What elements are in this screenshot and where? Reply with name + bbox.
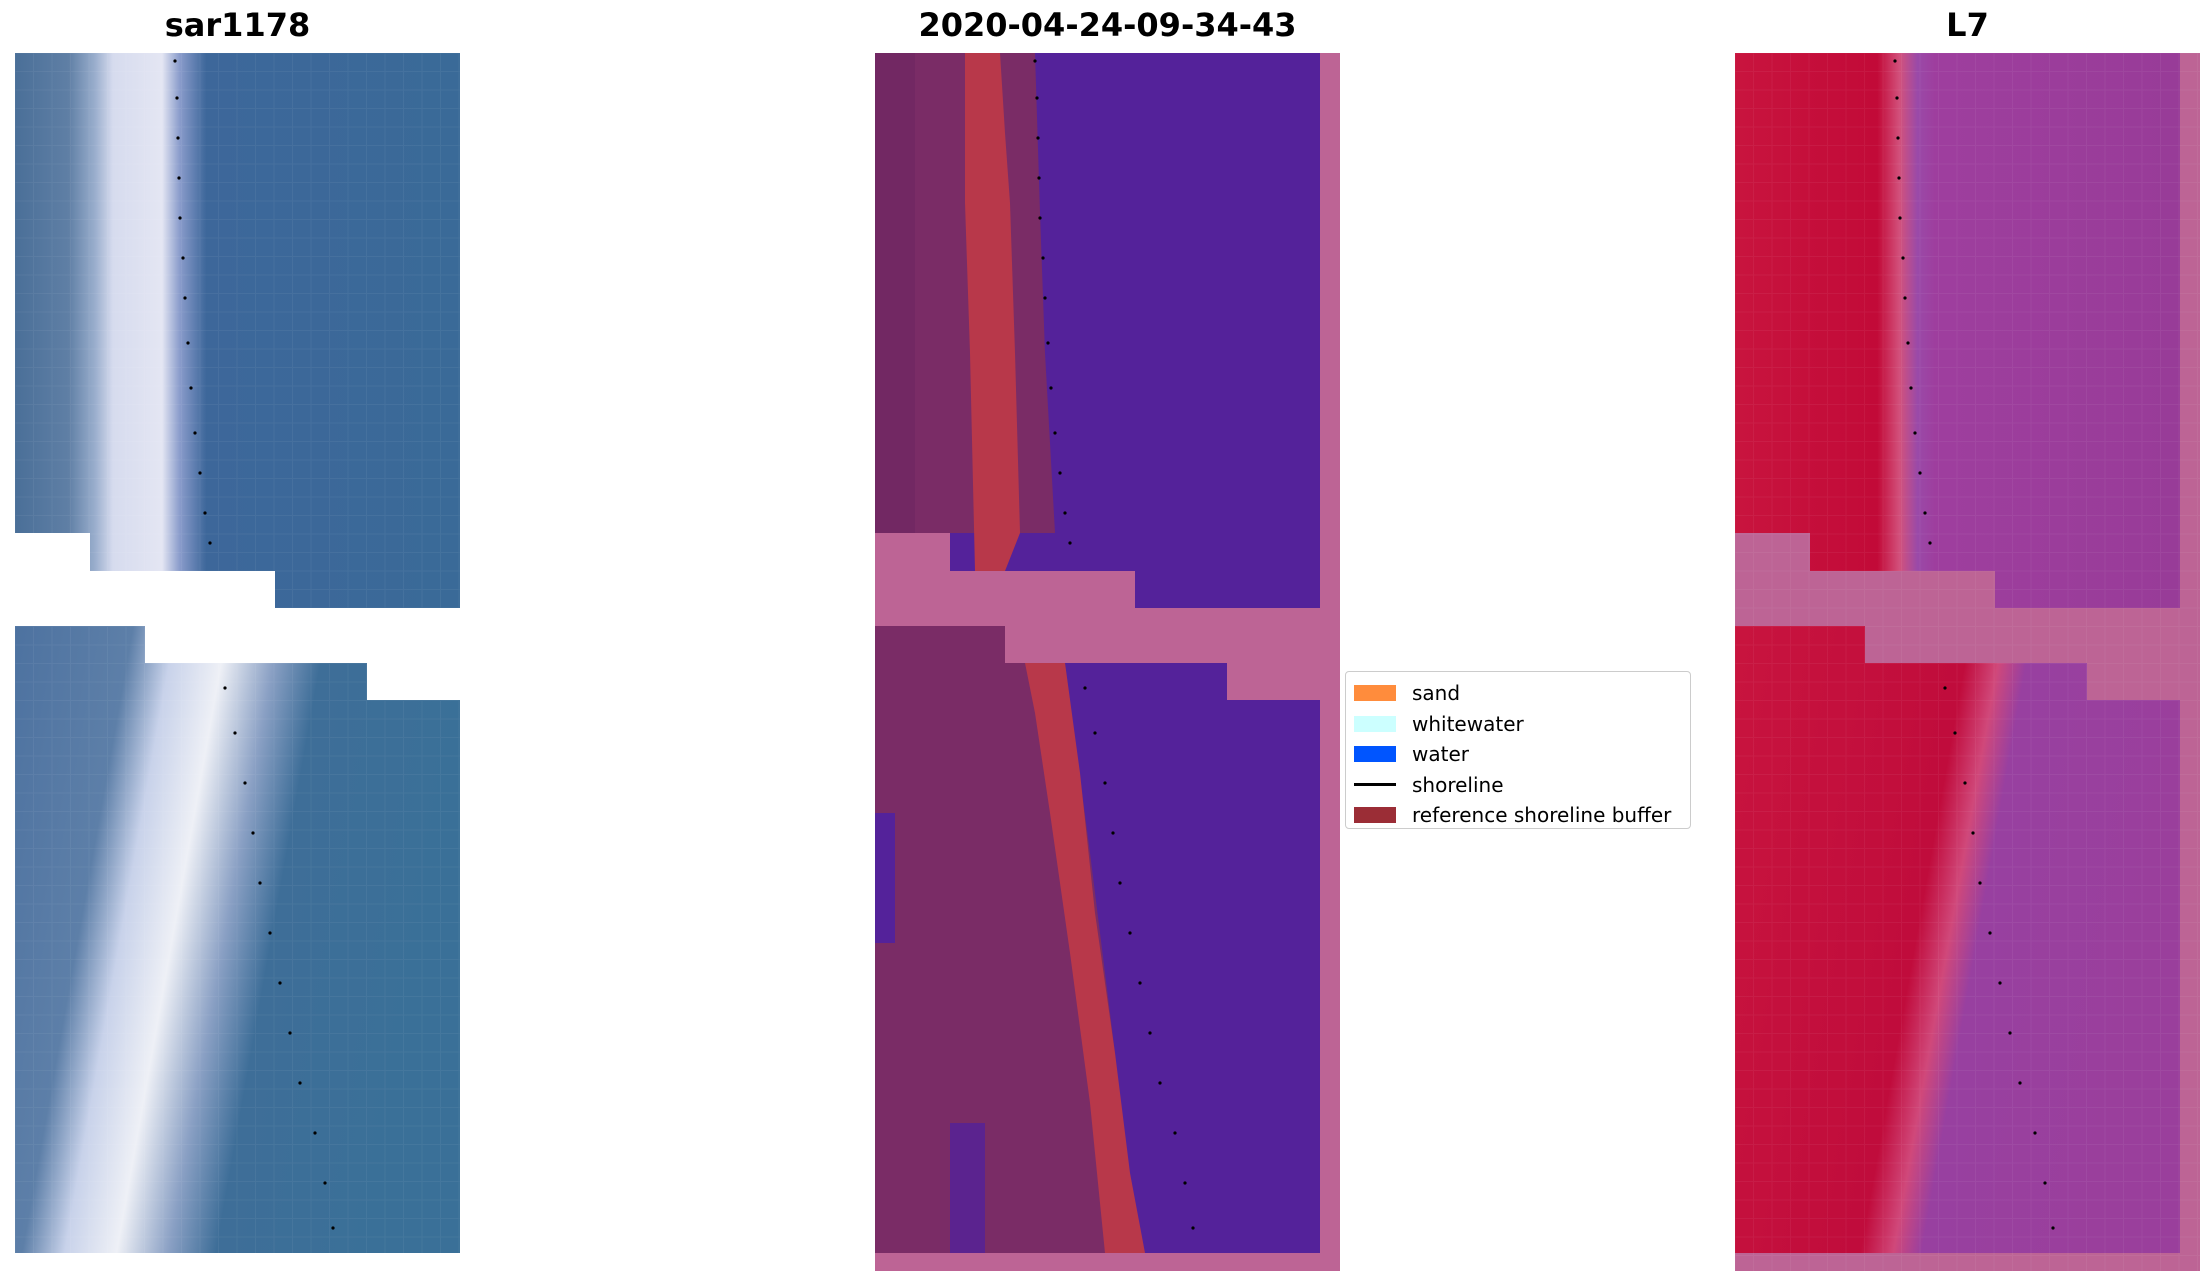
panel-title-classification: 2020-04-24-09-34-43: [918, 6, 1297, 44]
legend-item-shoreline: shoreline: [1354, 770, 1690, 801]
legend-item-water: water: [1354, 739, 1690, 770]
classification-image: [875, 53, 1340, 1271]
legend-swatch-water: [1354, 746, 1396, 763]
index-image: [1735, 53, 2200, 1271]
index-shoreline: [1893, 59, 2055, 1230]
panel-title-index: L7: [1946, 6, 1989, 44]
panel-title-rgb: sar1178: [164, 6, 311, 44]
legend-item-reference-buffer: reference shoreline buffer: [1354, 800, 1690, 831]
legend: sand whitewater water shoreline referenc…: [1345, 671, 1691, 829]
legend-swatch-sand: [1354, 685, 1396, 702]
legend-label-shoreline: shoreline: [1412, 772, 1504, 797]
legend-item-whitewater: whitewater: [1354, 709, 1690, 740]
classification-shoreline: [1033, 59, 1195, 1230]
classification-bottom-tile: [875, 626, 1320, 1253]
legend-swatch-reference-buffer: [1354, 807, 1396, 824]
legend-label-water: water: [1412, 742, 1469, 767]
legend-swatch-shoreline: [1354, 783, 1396, 787]
legend-label-whitewater: whitewater: [1412, 711, 1524, 736]
legend-swatch-whitewater: [1354, 715, 1396, 732]
rgb-shoreline: [173, 59, 335, 1230]
legend-label-sand: sand: [1412, 681, 1461, 706]
legend-item-sand: sand: [1354, 678, 1690, 709]
legend-label-reference-buffer: reference shoreline buffer: [1412, 803, 1672, 828]
rgb-image: [15, 53, 460, 1253]
classification-top-tile: [875, 53, 1320, 608]
